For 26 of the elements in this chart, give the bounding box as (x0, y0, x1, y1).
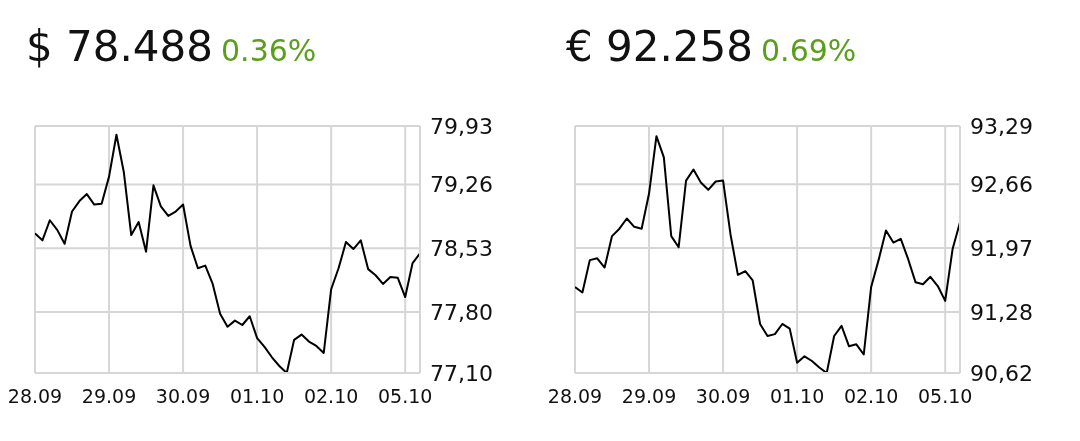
chart-title: € 92.258 (566, 22, 754, 71)
x-tick-label: 28.09 (547, 385, 603, 407)
x-tick-label: 02.10 (843, 385, 899, 407)
y-tick-label: 78,53 (430, 236, 493, 262)
x-tick-label: 28.09 (7, 385, 63, 407)
x-tick-label: 30.09 (155, 385, 211, 407)
y-tick-label: 91,97 (970, 236, 1033, 262)
x-tick-label: 05.10 (377, 385, 433, 407)
y-tick-label: 77,10 (430, 361, 493, 386)
x-tick-label: 29.09 (621, 385, 677, 407)
x-tick-label: 01.10 (769, 385, 825, 407)
chart-subtitle: 0.69% (761, 33, 857, 68)
y-tick-label: 93,29 (970, 114, 1033, 139)
chart-subtitle: 0.36% (221, 33, 317, 68)
y-tick-label: 91,28 (970, 299, 1033, 325)
x-tick-label: 29.09 (81, 385, 137, 407)
y-tick-label: 92,66 (970, 172, 1033, 198)
x-tick-label: 05.10 (917, 385, 973, 407)
chart-title: $ 78.488 (26, 22, 214, 71)
y-tick-label: 79,26 (430, 172, 493, 198)
x-tick-label: 01.10 (229, 385, 285, 407)
y-tick-label: 79,93 (430, 114, 493, 139)
y-tick-label: 90,62 (970, 361, 1033, 386)
y-tick-label: 77,80 (430, 299, 493, 325)
x-tick-label: 02.10 (303, 385, 359, 407)
x-tick-label: 30.09 (695, 385, 751, 407)
